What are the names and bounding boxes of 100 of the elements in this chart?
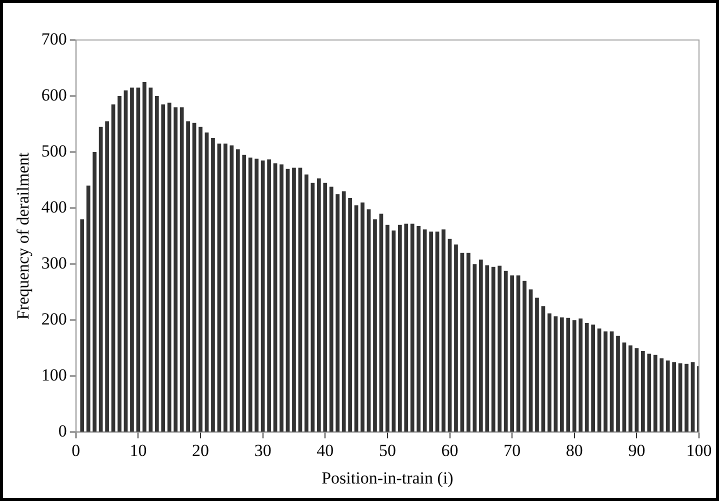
y-tick-label: 400 xyxy=(41,198,67,217)
bar xyxy=(684,364,688,432)
bar xyxy=(591,324,596,432)
bar xyxy=(211,138,215,432)
bar xyxy=(616,336,620,432)
bar xyxy=(541,306,546,432)
bar xyxy=(640,350,645,432)
y-tick-label: 100 xyxy=(41,366,67,385)
bar xyxy=(678,363,682,432)
x-axis-title: Position-in-train (i) xyxy=(322,468,454,488)
bar xyxy=(118,96,122,432)
bar xyxy=(174,107,178,432)
bar xyxy=(348,198,352,432)
bar xyxy=(522,280,526,432)
bar xyxy=(398,224,402,432)
y-axis-title: Frequency of derailment xyxy=(14,152,33,320)
bar xyxy=(354,205,358,432)
bar xyxy=(280,164,284,432)
y-tick-label: 300 xyxy=(41,254,67,273)
x-tick-label: 70 xyxy=(504,440,521,460)
bar xyxy=(186,121,190,432)
y-tick-label: 700 xyxy=(41,29,67,48)
x-tick-label: 50 xyxy=(378,440,396,460)
y-tick-label: 0 xyxy=(58,422,67,441)
x-tick-label: 60 xyxy=(441,440,458,460)
y-tick-label: 600 xyxy=(41,85,67,104)
bar xyxy=(148,88,153,432)
bar xyxy=(554,316,558,432)
bar xyxy=(124,90,128,432)
bar xyxy=(80,219,84,432)
bar xyxy=(690,362,695,432)
bar xyxy=(373,219,377,432)
bar xyxy=(422,229,427,432)
bar xyxy=(566,318,570,432)
bar xyxy=(180,107,184,432)
bar xyxy=(504,270,508,432)
bar xyxy=(336,194,340,432)
bar xyxy=(578,318,583,432)
bar xyxy=(130,88,134,432)
bar xyxy=(498,266,502,432)
bar xyxy=(111,104,116,432)
bar xyxy=(628,345,632,432)
bar xyxy=(286,168,290,432)
bar xyxy=(204,132,209,432)
bar xyxy=(242,154,246,432)
bar xyxy=(647,354,652,432)
bar xyxy=(342,191,346,432)
bar xyxy=(429,232,433,432)
x-tick-label: 80 xyxy=(566,440,583,460)
x-tick-label: 20 xyxy=(192,440,210,460)
bar xyxy=(98,126,103,432)
bar xyxy=(360,202,364,432)
x-tick-label: 90 xyxy=(628,440,646,460)
bar xyxy=(379,214,384,432)
y-tick-label: 500 xyxy=(41,142,67,161)
bar xyxy=(516,275,520,432)
bar xyxy=(267,159,271,432)
bar xyxy=(329,186,334,432)
x-tick-label: 100 xyxy=(686,440,712,460)
bar xyxy=(292,168,296,432)
bar xyxy=(610,331,614,432)
x-tick-label: 30 xyxy=(254,440,272,460)
bar xyxy=(653,354,658,432)
bar xyxy=(154,96,159,432)
bar xyxy=(604,331,608,432)
y-tick-label: 200 xyxy=(41,310,67,329)
bar xyxy=(248,158,252,432)
bar xyxy=(167,102,172,432)
bar xyxy=(528,289,533,432)
bar xyxy=(392,230,396,432)
bar xyxy=(404,224,408,432)
bar xyxy=(478,260,483,432)
bar xyxy=(597,328,602,432)
bar xyxy=(435,232,440,432)
bar xyxy=(304,174,308,432)
bar xyxy=(273,163,278,432)
bar xyxy=(460,252,464,432)
bar xyxy=(535,298,539,432)
bar xyxy=(622,342,626,432)
x-tick-label: 40 xyxy=(316,440,334,460)
bar xyxy=(672,362,676,432)
bar xyxy=(224,144,228,432)
bar xyxy=(442,229,446,432)
bar xyxy=(161,104,166,432)
bar xyxy=(142,82,146,432)
bar xyxy=(472,264,477,432)
bar xyxy=(236,149,240,432)
bar xyxy=(410,224,414,432)
bar xyxy=(254,158,259,432)
bar xyxy=(192,122,196,432)
bar xyxy=(584,322,589,432)
bar xyxy=(416,226,421,432)
bar xyxy=(366,209,371,432)
bar xyxy=(92,152,97,432)
bar xyxy=(217,144,222,432)
bar xyxy=(454,244,458,432)
bar xyxy=(86,186,90,432)
bar xyxy=(230,145,234,432)
x-tick-label: 0 xyxy=(72,440,80,460)
bar xyxy=(105,121,109,432)
